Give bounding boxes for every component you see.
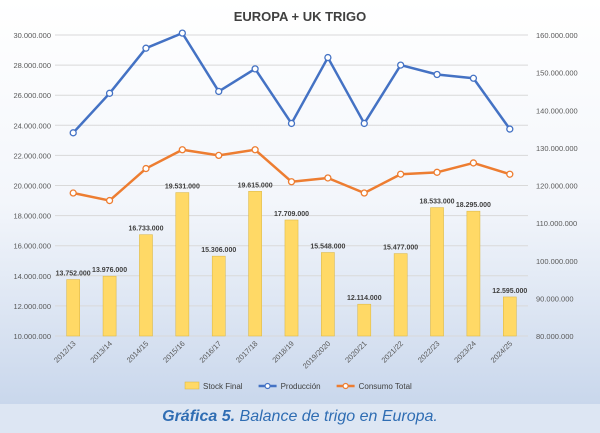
right-tick-label: 80.000.000: [536, 332, 574, 341]
right-tick-label: 100.000.000: [536, 257, 578, 266]
figure-caption: Gráfica 5. Balance de trigo en Europa.: [0, 404, 600, 433]
bar-stock-final: [248, 191, 262, 337]
line-point-marker: [506, 125, 514, 133]
chart-legend: Stock Final Producción Consumo Total: [184, 381, 412, 391]
line-point-marker: [178, 146, 186, 154]
bar-stock-final: [102, 275, 117, 337]
bar-data-labels: 13.752.000 13.976.000 16.733.000 19.531.000…: [56, 182, 528, 302]
line-point-marker: [251, 65, 259, 73]
bar-value-label: 17.709.000: [274, 211, 309, 218]
legend-label: Stock Final: [203, 382, 243, 391]
bar-value-label: 18.295.000: [456, 202, 491, 209]
bar-stock-final: [393, 253, 408, 337]
left-tick-label: 18.000.000: [13, 212, 51, 221]
bar-value-label: 13.752.000: [56, 271, 91, 278]
line-point-marker: [105, 196, 114, 205]
bar-value-label: 19.531.000: [165, 184, 200, 191]
right-tick-label: 110.000.000: [536, 219, 577, 228]
line-point-marker: [324, 53, 332, 62]
line-point-marker: [469, 159, 478, 167]
legend-label: Consumo Total: [359, 382, 412, 391]
left-tick-label: 20.000.000: [13, 182, 51, 191]
left-tick-label: 10.000.000: [13, 332, 51, 341]
line-point-marker: [397, 61, 405, 69]
line-point-marker: [251, 146, 259, 154]
legend-marker: [342, 382, 349, 390]
right-tick-label: 90.000.000: [536, 294, 574, 303]
left-tick-label: 24.000.000: [13, 121, 51, 130]
bar-value-label: 15.477.000: [383, 245, 418, 252]
bar-stock-final: [357, 303, 372, 337]
bar-stock-final: [321, 252, 335, 337]
line-point-marker: [178, 29, 186, 37]
bar-value-label: 15.306.000: [201, 247, 236, 254]
line-point-marker: [324, 174, 332, 182]
left-tick-label: 12.000.000: [13, 302, 51, 311]
right-tick-label: 160.000.000: [536, 31, 578, 40]
line-point-marker: [433, 70, 441, 79]
bar-stock-final: [139, 234, 153, 337]
left-tick-label: 30.000.000: [13, 31, 51, 40]
bar-stock-final: [430, 207, 444, 337]
bar-stock-final: [503, 296, 517, 337]
right-tick-label: 140.000.000: [536, 106, 578, 115]
line-point-marker: [287, 178, 296, 186]
caption-label: Gráfica 5.: [162, 408, 236, 425]
line-point-marker: [397, 170, 405, 178]
line-point-marker: [360, 119, 368, 128]
bar-series-stock-final: [66, 191, 517, 337]
bar-stock-final: [466, 210, 481, 337]
caption-text: Balance de trigo en Europa.: [239, 408, 438, 425]
right-axis-ticks: 80.000.000 90.000.000 100.000.000 110.000.0…: [536, 31, 578, 341]
line-point-marker: [506, 170, 514, 178]
line-point-marker: [69, 189, 77, 197]
line-point-marker: [360, 189, 368, 197]
bar-value-label: 18.533.000: [420, 199, 455, 206]
bar-stock-final: [284, 219, 299, 337]
right-tick-label: 150.000.000: [536, 69, 578, 78]
line-point-marker: [433, 168, 441, 176]
left-tick-label: 22.000.000: [13, 151, 51, 160]
left-tick-label: 16.000.000: [13, 242, 51, 251]
line-point-marker: [215, 87, 223, 96]
left-axis-ticks: 10.000.000 12.000.000 14.000.000 16.000.000…: [13, 31, 51, 341]
left-tick-label: 14.000.000: [13, 272, 51, 281]
right-tick-label: 130.000.000: [536, 144, 578, 153]
chart-background: [0, 0, 600, 404]
line-point-marker: [69, 129, 77, 137]
bar-value-label: 12.595.000: [492, 288, 527, 295]
bar-value-label: 19.615.000: [238, 182, 273, 189]
line-point-marker: [142, 164, 150, 173]
chart-title: EUROPA + UK TRIGO: [234, 9, 367, 24]
legend-marker: [264, 382, 271, 390]
line-series: [69, 29, 514, 205]
right-tick-label: 120.000.000: [536, 182, 578, 191]
left-tick-label: 26.000.000: [13, 91, 51, 100]
line-point-marker: [287, 119, 296, 128]
line-point-marker: [105, 89, 114, 97]
bar-value-label: 15.548.000: [310, 244, 345, 251]
bar-value-label: 13.976.000: [92, 267, 127, 274]
legend-label: Producción: [281, 382, 321, 391]
line-point-marker: [469, 74, 478, 82]
left-tick-label: 28.000.000: [13, 61, 51, 70]
bar-value-label: 12.114.000: [347, 295, 382, 302]
bar-stock-final: [211, 255, 226, 337]
bar-value-label: 16.733.000: [128, 226, 163, 233]
bar-stock-final: [175, 192, 190, 337]
line-point-marker: [142, 44, 150, 52]
legend-swatch: [184, 381, 200, 390]
chart-svg: EUROPA + UK TRIGO 10.000.000 12.000.000 14…: [0, 0, 600, 404]
line-point-marker: [215, 151, 223, 160]
bar-stock-final: [66, 279, 80, 337]
